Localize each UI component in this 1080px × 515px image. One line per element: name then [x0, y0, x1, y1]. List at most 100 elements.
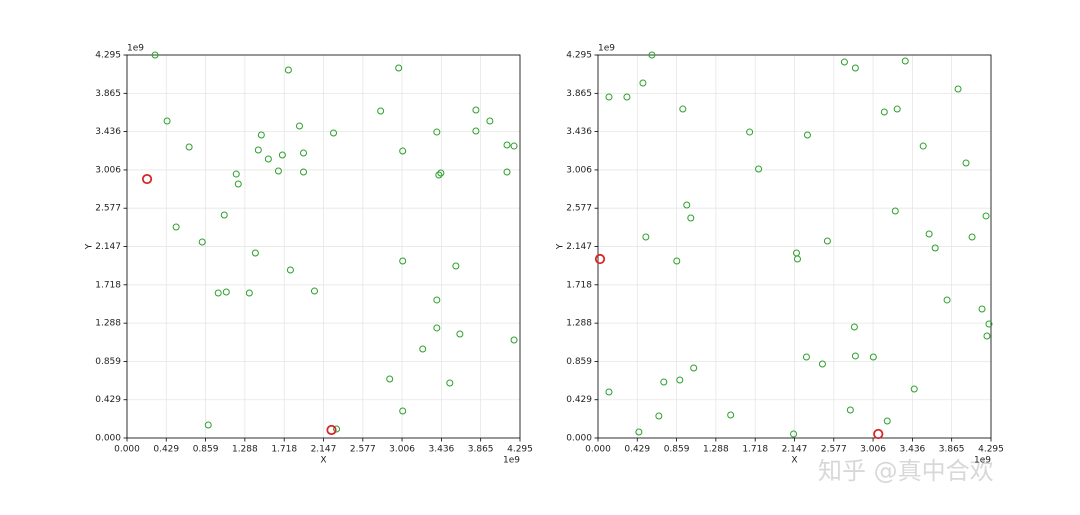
scatter-point: [846, 406, 854, 414]
y-axis-label: Y: [556, 243, 566, 250]
scatter-point: [802, 353, 810, 361]
scatter-point: [257, 131, 265, 139]
scatter-point: [245, 289, 253, 297]
scatter-point: [978, 305, 986, 313]
x-tick-label: 2.577: [350, 445, 376, 455]
scatter-point: [985, 320, 993, 328]
y-tick-label: 0.429: [566, 395, 592, 405]
scatter-point: [286, 266, 294, 274]
scatter-point: [880, 108, 888, 116]
scatter-point: [851, 64, 859, 72]
y-offset-label: 1e9: [127, 44, 144, 54]
scatter-point: [503, 141, 511, 149]
scatter-point: [333, 425, 341, 433]
scatter-point: [968, 233, 976, 241]
x-axis-label: X: [320, 456, 326, 466]
scatter-point: [251, 249, 259, 257]
x-tick-label: 0.859: [193, 445, 219, 455]
scatter-point: [386, 375, 394, 383]
scatter-point: [274, 167, 282, 175]
watermark: 知乎 @真中合欢: [818, 457, 994, 485]
scatter-point: [472, 127, 480, 135]
y-tick-label: 0.859: [566, 357, 592, 367]
scatter-point: [185, 143, 193, 151]
x-tick-label: 0.859: [664, 445, 690, 455]
scatter-point: [983, 332, 991, 340]
scatter-point: [326, 424, 337, 436]
y-tick-label: 3.436: [566, 127, 592, 137]
y-tick-label: 1.288: [566, 319, 592, 329]
scatter-point: [278, 151, 286, 159]
y-tick-label: 2.147: [566, 242, 592, 252]
scatter-point: [399, 257, 407, 265]
scatter-point: [435, 171, 443, 179]
x-tick-label: 2.147: [311, 445, 337, 455]
scatter-point: [198, 238, 206, 246]
scatter-point: [883, 417, 891, 425]
scatter-point: [264, 155, 272, 163]
y-tick-label: 3.436: [95, 127, 121, 137]
scatter-point: [300, 149, 308, 157]
scatter-point: [151, 51, 159, 59]
scatter-point: [605, 388, 613, 396]
scatter-point: [172, 223, 180, 231]
scatter-point: [919, 142, 927, 150]
scatter-point: [284, 66, 292, 74]
scatter-point: [655, 412, 663, 420]
y-tick-label: 0.429: [95, 395, 121, 405]
x-tick-label: 4.295: [978, 445, 1004, 455]
scatter-point: [330, 129, 338, 137]
scatter-point: [605, 93, 613, 101]
scatter-point: [214, 289, 222, 297]
x-axis-label: X: [791, 456, 797, 466]
scatter-point: [141, 173, 153, 185]
x-tick-label: 3.006: [860, 445, 886, 455]
scatter-point: [433, 324, 441, 332]
scatter-point: [510, 336, 518, 344]
x-tick-label: 2.147: [782, 445, 808, 455]
y-tick-label: 1.718: [566, 280, 592, 290]
scatter-point: [220, 211, 228, 219]
y-tick-label: 3.006: [95, 165, 121, 175]
scatter-point: [377, 107, 385, 115]
x-tick-label: 1.718: [742, 445, 768, 455]
scatter-point: [873, 428, 884, 440]
x-tick-label: 0.429: [624, 445, 650, 455]
scatter-point: [446, 379, 454, 387]
y-tick-label: 0.000: [95, 434, 121, 444]
scatter-point: [594, 253, 606, 265]
scatter-point: [818, 360, 826, 368]
plot-frame: [126, 54, 521, 439]
x-tick-label: 1.288: [703, 445, 729, 455]
scatter-point: [962, 159, 970, 167]
scatter-point: [222, 288, 230, 296]
x-tick-label: 3.436: [900, 445, 926, 455]
scatter-point: [851, 352, 859, 360]
scatter-point: [660, 378, 668, 386]
scatter-point: [727, 411, 735, 419]
scatter-point: [433, 296, 441, 304]
scatter-point: [943, 296, 951, 304]
y-tick-label: 3.865: [95, 89, 121, 99]
scatter-point: [433, 128, 441, 136]
scatter-point: [893, 105, 901, 113]
y-tick-label: 4.295: [566, 51, 592, 61]
x-offset-label: 1e9: [974, 456, 991, 466]
scatter-point: [803, 131, 811, 139]
y-tick-label: 0.000: [566, 434, 592, 444]
x-offset-label: 1e9: [503, 456, 520, 466]
scatter-point: [437, 169, 445, 177]
scatter-point: [510, 142, 518, 150]
scatter-point: [254, 146, 262, 154]
scatter-point: [300, 168, 308, 176]
scatter-point: [790, 430, 798, 438]
x-tick-label: 4.295: [507, 445, 533, 455]
scatter-point: [891, 207, 899, 215]
scatter-point: [635, 428, 643, 436]
x-tick-label: 0.000: [114, 445, 140, 455]
scatter-point: [399, 147, 407, 155]
y-tick-label: 3.006: [566, 165, 592, 175]
y-tick-label: 1.718: [95, 280, 121, 290]
scatter-point: [648, 51, 656, 59]
scatter-point: [755, 165, 763, 173]
